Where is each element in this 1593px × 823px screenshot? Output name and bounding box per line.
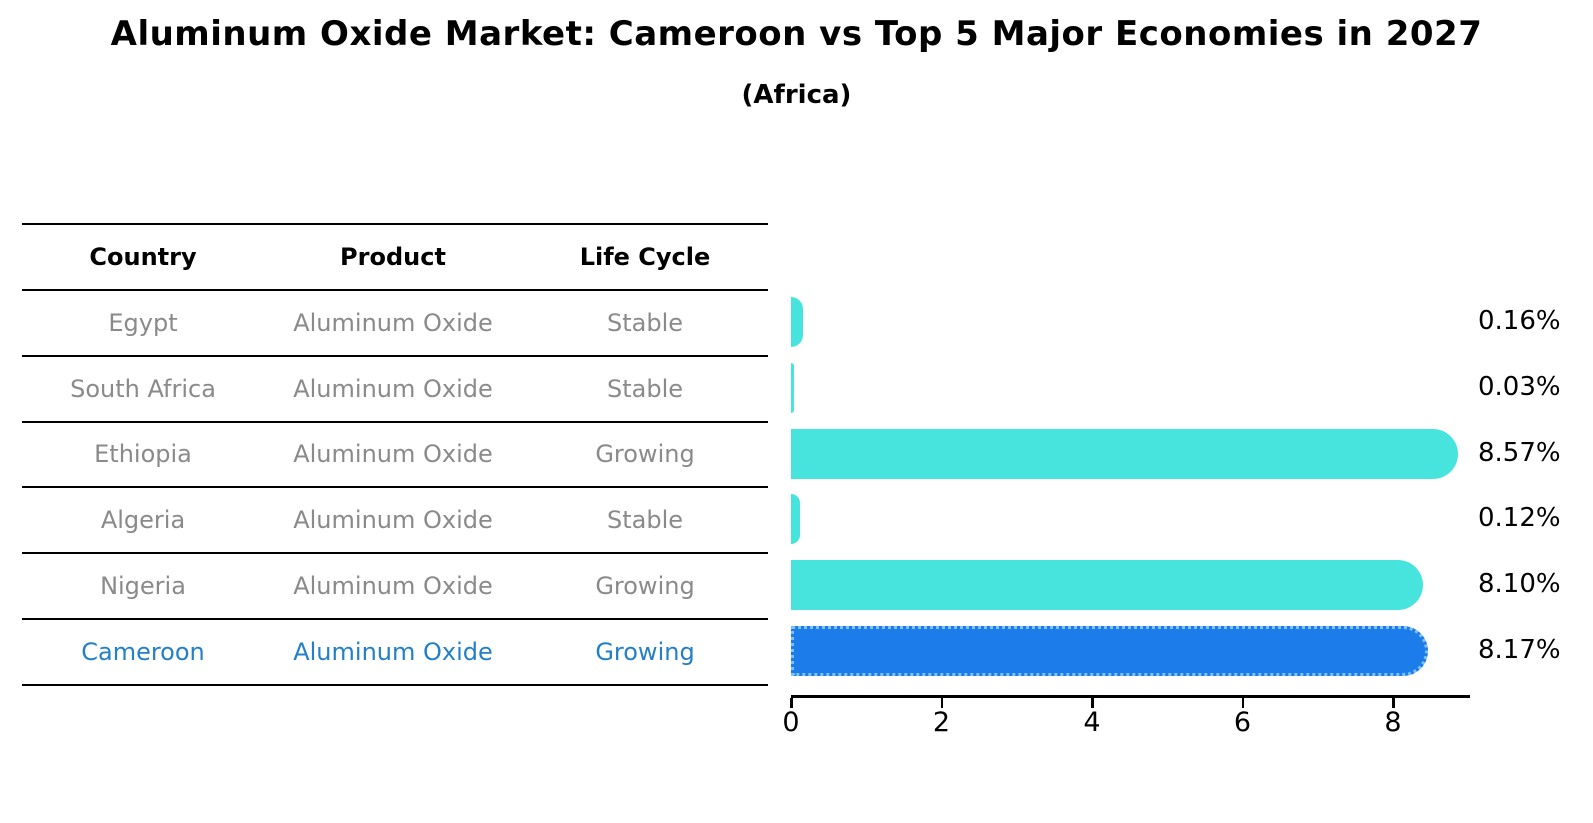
value-label: 8.57% — [1478, 437, 1561, 468]
value-label: 0.03% — [1478, 371, 1561, 402]
table-cell-country: South Africa — [70, 374, 216, 403]
table-cell-country: Ethiopia — [94, 440, 192, 469]
table-row: Cameroon Aluminum Oxide Growing — [22, 620, 768, 684]
table-header-product: Product — [340, 243, 446, 271]
chart-subtitle: (Africa) — [741, 80, 852, 110]
table-cell-product: Aluminum Oxide — [293, 572, 493, 601]
table-cell-lifecycle: Stable — [606, 506, 684, 535]
table-row: Nigeria Aluminum Oxide Growing — [22, 554, 768, 620]
table-cell-product: Aluminum Oxide — [293, 506, 493, 535]
table-cell-lifecycle: Stable — [606, 308, 684, 337]
table-cell-product: Aluminum Oxide — [293, 308, 493, 337]
bar-nigeria — [791, 560, 1423, 611]
table-cell-lifecycle: Growing — [595, 440, 695, 469]
table-row: Ethiopia Aluminum Oxide Growing — [22, 423, 768, 489]
bar-south-africa — [791, 362, 794, 413]
table-row: South Africa Aluminum Oxide Stable — [22, 357, 768, 423]
x-axis-tick-label: 4 — [1083, 707, 1101, 738]
bar-cameroon — [791, 625, 1428, 676]
table-cell-country: Cameroon — [81, 637, 205, 666]
table-header-country: Country — [89, 243, 197, 271]
value-label: 8.17% — [1478, 634, 1561, 665]
x-axis-tick — [1241, 698, 1244, 708]
table-cell-product: Aluminum Oxide — [293, 374, 493, 403]
value-label: 0.16% — [1478, 305, 1561, 336]
bar-egypt — [791, 296, 804, 347]
table-cell-country: Egypt — [108, 308, 178, 337]
x-axis-tick — [1091, 698, 1094, 708]
x-axis-tick — [940, 698, 943, 708]
x-axis-spine — [791, 695, 1470, 698]
x-axis-tick — [790, 698, 793, 708]
table-cell-product: Aluminum Oxide — [293, 637, 493, 666]
value-label: 0.12% — [1478, 503, 1561, 534]
table-cell-country: Nigeria — [100, 572, 186, 601]
table-row: Egypt Aluminum Oxide Stable — [22, 291, 768, 357]
x-axis-tick-label: 0 — [782, 707, 800, 738]
bar-ethiopia — [791, 428, 1458, 479]
table-cell-lifecycle: Growing — [595, 637, 695, 666]
table-header-lifecycle: Life Cycle — [579, 243, 711, 271]
x-axis-tick-label: 2 — [932, 707, 951, 738]
country-info-table: Country Product Life Cycle Egypt Aluminum… — [22, 223, 768, 686]
table-cell-lifecycle: Growing — [595, 572, 695, 601]
x-axis-tick-label: 8 — [1384, 707, 1402, 738]
table-header-row: Country Product Life Cycle — [22, 225, 768, 291]
value-label: 8.10% — [1478, 569, 1561, 600]
table-cell-lifecycle: Stable — [606, 374, 684, 403]
table-cell-product: Aluminum Oxide — [293, 440, 493, 469]
bar-algeria — [791, 494, 801, 545]
x-axis-tick-label: 6 — [1233, 707, 1252, 738]
table-row: Algeria Aluminum Oxide Stable — [22, 488, 768, 555]
x-axis-tick — [1392, 698, 1395, 708]
chart-title: Aluminum Oxide Market: Cameroon vs Top 5… — [110, 14, 1483, 54]
table-cell-country: Algeria — [100, 506, 186, 535]
